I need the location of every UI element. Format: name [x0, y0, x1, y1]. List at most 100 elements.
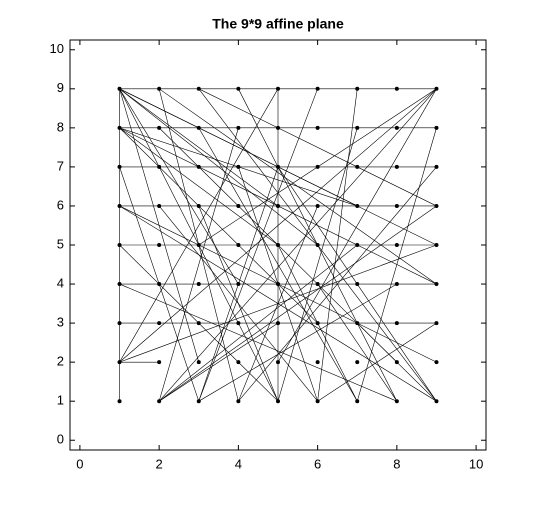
point — [196, 321, 201, 326]
point — [394, 399, 399, 404]
point — [355, 203, 360, 208]
point — [434, 243, 439, 247]
point — [157, 86, 162, 91]
point — [276, 243, 280, 247]
point — [434, 203, 439, 208]
point — [276, 399, 280, 404]
point — [276, 86, 280, 91]
line — [119, 127, 279, 246]
y-tick-label: 4 — [57, 275, 64, 290]
line — [317, 283, 398, 402]
y-tick-label: 8 — [57, 119, 64, 134]
point — [117, 243, 122, 247]
point — [315, 399, 320, 404]
point — [315, 243, 320, 247]
y-tick-label: 0 — [57, 432, 64, 447]
point — [157, 360, 162, 365]
point — [157, 203, 162, 208]
point — [355, 282, 360, 287]
point — [315, 282, 320, 287]
point — [355, 243, 360, 247]
point — [117, 203, 122, 208]
point — [394, 321, 399, 326]
point — [315, 125, 320, 130]
point — [434, 282, 439, 287]
point — [355, 321, 360, 326]
point — [434, 399, 439, 404]
y-tick-label: 9 — [57, 80, 64, 95]
chart-title: The 9*9 affine plane — [212, 16, 344, 32]
line — [198, 127, 358, 402]
point — [276, 125, 280, 130]
point — [394, 125, 399, 130]
line — [356, 127, 437, 402]
point — [117, 321, 122, 326]
line — [119, 127, 318, 324]
point — [117, 86, 122, 91]
point — [236, 243, 241, 247]
line — [119, 88, 318, 246]
line — [198, 88, 318, 402]
point — [434, 125, 439, 130]
point — [236, 203, 241, 208]
point — [315, 203, 320, 208]
point — [236, 360, 241, 365]
point — [157, 321, 162, 326]
point — [157, 243, 162, 247]
point — [117, 399, 122, 404]
line — [119, 283, 397, 402]
point — [394, 164, 399, 169]
y-tick-label: 7 — [57, 158, 64, 173]
point — [394, 86, 399, 91]
point — [315, 164, 320, 169]
point — [276, 164, 280, 169]
point — [196, 360, 201, 365]
y-tick-label: 3 — [57, 315, 64, 330]
line — [119, 244, 437, 363]
point — [196, 86, 201, 91]
point — [394, 203, 399, 208]
line — [158, 322, 279, 402]
point — [157, 399, 162, 404]
y-tick-label: 2 — [57, 354, 64, 369]
y-tick-label: 10 — [50, 41, 64, 56]
point — [196, 203, 201, 208]
point — [117, 360, 122, 365]
x-tick-label: 6 — [314, 456, 321, 471]
point — [355, 360, 360, 365]
point — [276, 203, 280, 208]
point — [355, 164, 360, 169]
line — [119, 88, 279, 363]
line — [158, 244, 358, 402]
line — [158, 205, 437, 402]
x-tick-label: 8 — [393, 456, 400, 471]
y-tick-label: 5 — [57, 236, 64, 251]
point — [157, 282, 162, 287]
line — [277, 127, 358, 402]
point — [117, 125, 122, 130]
point — [117, 282, 122, 287]
line — [158, 88, 437, 285]
point — [196, 164, 201, 169]
point — [236, 164, 241, 169]
x-tick-label: 4 — [235, 456, 242, 471]
point — [394, 243, 399, 247]
line — [317, 88, 358, 402]
point — [236, 321, 241, 326]
point — [315, 321, 320, 326]
point — [196, 282, 201, 287]
point — [434, 164, 439, 169]
y-tick-label: 6 — [57, 197, 64, 212]
point — [434, 360, 439, 365]
point — [157, 125, 162, 130]
point — [117, 164, 122, 169]
point — [276, 360, 280, 365]
x-tick-label: 0 — [76, 456, 83, 471]
point — [394, 282, 399, 287]
point — [355, 86, 360, 91]
line — [119, 88, 437, 363]
point — [276, 282, 280, 287]
y-tick-label: 1 — [57, 393, 64, 408]
